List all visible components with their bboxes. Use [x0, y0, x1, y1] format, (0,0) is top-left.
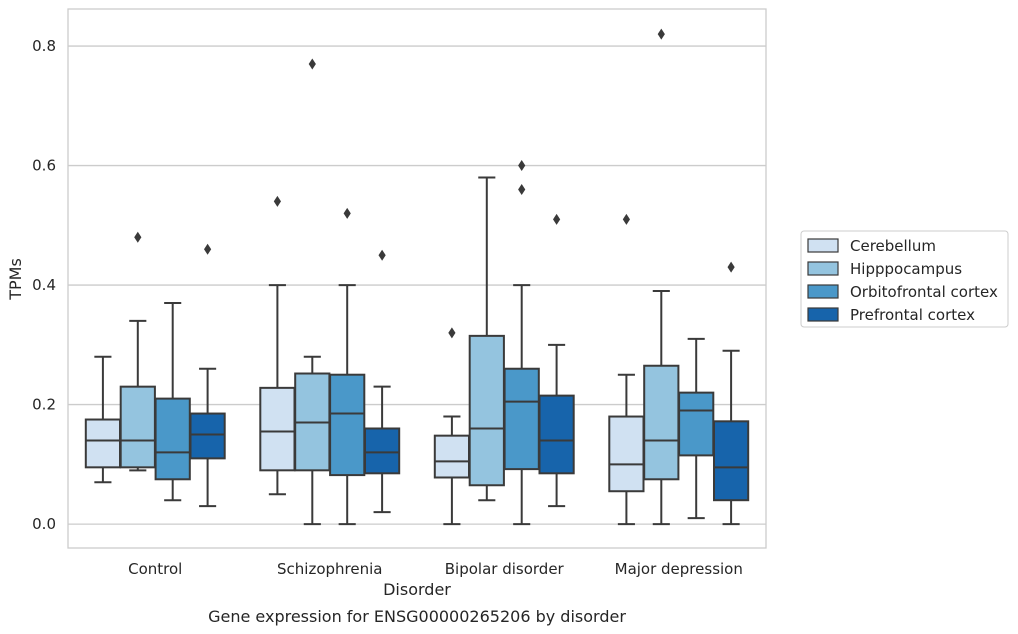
- chart-caption: Gene expression for ENSG00000265206 by d…: [208, 607, 626, 626]
- box-iqr: [259, 386, 296, 472]
- legend-label: Prefrontal cortex: [850, 306, 975, 324]
- box-2-2: [503, 160, 540, 526]
- y-tick-label: 0.4: [32, 276, 56, 294]
- box-iqr: [84, 418, 122, 469]
- y-tick-label: 0.6: [32, 157, 56, 175]
- x-tick-label: Bipolar disorder: [445, 560, 565, 578]
- box-0-2: [433, 327, 471, 526]
- box-3-3: [712, 261, 750, 526]
- outlier-point: [308, 58, 316, 70]
- box-iqr: [119, 385, 156, 469]
- box-iqr: [503, 367, 540, 471]
- outlier-point: [273, 195, 281, 207]
- x-tick-labels: Control Schizophrenia Bipolar disorder Majo…: [128, 560, 743, 578]
- box-0-0: [84, 355, 122, 484]
- outlier-point: [727, 261, 735, 273]
- outlier-point: [622, 213, 630, 225]
- legend-frame: [800, 230, 1009, 328]
- y-axis-label: TPMs: [6, 258, 25, 301]
- outlier-point: [343, 207, 351, 219]
- box-0-3: [608, 213, 645, 526]
- legend-label: Orbitofrontal cortex: [850, 283, 998, 301]
- outlier-point: [204, 243, 212, 255]
- box-3-0: [189, 243, 226, 508]
- outlier-point: [518, 183, 526, 195]
- y-tick-label: 0.2: [32, 396, 56, 414]
- box-iqr: [608, 415, 645, 493]
- box-1-3: [643, 28, 680, 526]
- box-iqr: [363, 427, 401, 475]
- x-tick-label: Control: [128, 560, 182, 578]
- outlier-point: [448, 327, 456, 339]
- box-1-2: [468, 176, 505, 502]
- box-iqr: [468, 334, 505, 487]
- x-axis-label: Disorder: [383, 580, 451, 599]
- box-0-1: [259, 195, 296, 496]
- box-iqr: [433, 434, 471, 479]
- box-2-1: [329, 207, 366, 526]
- legend: Cerebellum Hipppocampus Orbitofrontal cort…: [800, 230, 1009, 328]
- y-tick-label: 0.0: [32, 515, 56, 533]
- outlier-point: [134, 231, 142, 243]
- outlier-point: [378, 249, 386, 261]
- box-iqr: [643, 364, 680, 481]
- legend-swatch: [807, 238, 839, 253]
- plot-frame: [67, 8, 767, 549]
- legend-label: Hipppocampus: [850, 260, 962, 278]
- legend-swatch: [807, 284, 839, 299]
- box-1-1: [294, 58, 331, 526]
- y-tick-label: 0.8: [32, 37, 56, 55]
- outlier-point: [657, 28, 665, 40]
- box-iqr: [189, 412, 226, 460]
- box-iqr: [329, 373, 366, 477]
- box-iqr: [154, 397, 191, 481]
- y-tick-labels: 0.0 0.2 0.4 0.6 0.8: [32, 37, 56, 533]
- box-iqr: [678, 391, 715, 457]
- legend-swatch: [807, 261, 839, 276]
- box-1-0: [119, 231, 156, 472]
- legend-swatch: [807, 307, 839, 322]
- outlier-point: [553, 213, 561, 225]
- box-2-3: [678, 337, 715, 520]
- box-3-1: [363, 249, 401, 514]
- x-tick-label: Major depression: [615, 560, 743, 578]
- boxes: [84, 28, 750, 526]
- legend-label: Cerebellum: [850, 237, 936, 255]
- box-iqr: [538, 394, 575, 475]
- box-2-0: [154, 302, 191, 502]
- box-iqr: [712, 420, 750, 502]
- x-tick-label: Schizophrenia: [277, 560, 382, 578]
- outlier-point: [518, 160, 526, 172]
- box-3-2: [538, 213, 575, 508]
